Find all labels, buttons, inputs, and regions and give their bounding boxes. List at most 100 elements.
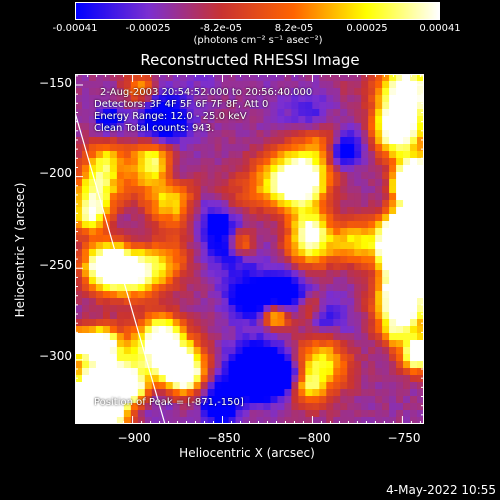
heatmap-cell	[102, 109, 111, 117]
heatmap-cell	[151, 417, 160, 424]
heatmap-cell	[158, 389, 167, 397]
heatmap-cell	[249, 354, 258, 362]
heatmap-cell	[109, 417, 118, 424]
heatmap-cell	[305, 354, 313, 362]
heatmap-cell	[375, 179, 383, 187]
heatmap-cell	[102, 368, 111, 376]
heatmap-cell	[193, 158, 202, 166]
heatmap-cell	[207, 207, 216, 215]
heatmap-cell	[102, 256, 111, 264]
heatmap-cell	[263, 389, 272, 397]
heatmap-cell	[207, 200, 216, 208]
heatmap-cell	[130, 186, 139, 194]
heatmap-cell	[326, 319, 334, 327]
heatmap-cell	[326, 305, 334, 313]
heatmap-cell	[326, 347, 334, 355]
heatmap-cell	[95, 277, 104, 285]
heatmap-cell	[403, 151, 411, 159]
heatmap-cell	[347, 235, 355, 243]
heatmap-cell	[75, 403, 83, 411]
heatmap-cell	[354, 179, 362, 187]
heatmap-cell	[88, 193, 97, 201]
heatmap-cell	[347, 74, 355, 82]
heatmap-cell	[207, 151, 216, 159]
heatmap-cell	[123, 165, 132, 173]
heatmap-cell	[200, 221, 209, 229]
heatmap-cell	[179, 95, 188, 103]
heatmap-cell	[221, 347, 230, 355]
heatmap-cell	[151, 375, 160, 383]
heatmap-cell	[319, 368, 327, 376]
heatmap-cell	[158, 123, 167, 131]
heatmap-cell	[179, 235, 188, 243]
heatmap-cell	[347, 277, 355, 285]
heatmap-cell	[214, 326, 223, 334]
heatmap-cell	[263, 410, 272, 418]
heatmap-cell	[354, 186, 362, 194]
heatmap-cell	[361, 291, 369, 299]
heatmap-cell	[375, 312, 383, 320]
heatmap-cell	[137, 361, 146, 369]
heatmap-cell	[193, 312, 202, 320]
heatmap-cell	[75, 417, 83, 424]
heatmap-cell	[305, 410, 313, 418]
heatmap-cell	[417, 88, 424, 96]
heatmap-cell	[340, 354, 348, 362]
heatmap-cell	[144, 95, 153, 103]
heatmap-cell	[291, 270, 299, 278]
heatmap-cell	[193, 186, 202, 194]
heatmap-cell	[368, 74, 376, 82]
heatmap-cell	[116, 284, 125, 292]
heatmap-cell	[347, 319, 355, 327]
heatmap-cell	[193, 123, 202, 131]
heatmap-cell	[333, 137, 341, 145]
heatmap-cell	[165, 242, 174, 250]
heatmap-cell	[333, 375, 341, 383]
heatmap-cell	[284, 347, 292, 355]
heatmap-cell	[81, 284, 90, 292]
heatmap-cell	[214, 347, 223, 355]
heatmap-cell	[81, 354, 90, 362]
heatmap-cell	[144, 123, 153, 131]
heatmap-cell	[249, 151, 258, 159]
heatmap-cell	[277, 207, 285, 215]
heatmap-cell	[228, 74, 237, 82]
heatmap-cell	[123, 158, 132, 166]
heatmap-cell	[368, 368, 376, 376]
heatmap-cell	[242, 270, 251, 278]
heatmap-cell	[186, 179, 195, 187]
heatmap-cell	[361, 256, 369, 264]
heatmap-cell	[354, 326, 362, 334]
heatmap-cell	[144, 326, 153, 334]
heatmap-cell	[158, 186, 167, 194]
heatmap-cell	[81, 333, 90, 341]
heatmap-cell	[144, 193, 153, 201]
heatmap-cell	[172, 102, 181, 110]
heatmap-cell	[277, 389, 285, 397]
heatmap-cell	[368, 102, 376, 110]
heatmap-cell	[382, 284, 390, 292]
heatmap-cell	[263, 312, 272, 320]
heatmap-cell	[305, 130, 313, 138]
heatmap-cell	[270, 221, 279, 229]
heatmap-cell	[95, 403, 104, 411]
heatmap-cell	[270, 235, 279, 243]
heatmap-cell	[75, 235, 83, 243]
heatmap-cell	[277, 179, 285, 187]
heatmap-cell	[305, 403, 313, 411]
heatmap-cell	[382, 158, 390, 166]
heatmap-cell	[242, 144, 251, 152]
heatmap-cell	[347, 151, 355, 159]
heatmap-cell	[179, 88, 188, 96]
heatmap-cell	[389, 305, 397, 313]
heatmap-cell	[277, 263, 285, 271]
heatmap-cell	[284, 207, 292, 215]
heatmap-cell	[312, 368, 320, 376]
heatmap-cell	[333, 109, 341, 117]
heatmap-cell	[368, 179, 376, 187]
heatmap-cell	[158, 298, 167, 306]
heatmap-cell	[291, 368, 299, 376]
heatmap-cell	[382, 109, 390, 117]
heatmap-cell	[249, 137, 258, 145]
heatmap-cell	[312, 389, 320, 397]
